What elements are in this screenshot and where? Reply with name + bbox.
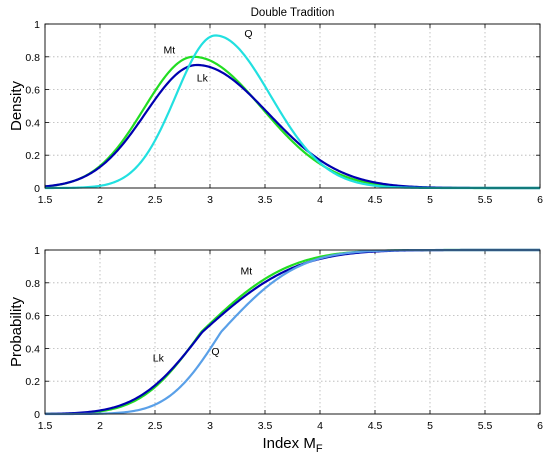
y-tick-label: 0.6 <box>25 311 40 323</box>
y-axis-label: Probability <box>8 296 25 367</box>
x-tick-label: 3.5 <box>258 420 273 432</box>
x-tick-label: 4.5 <box>368 194 383 206</box>
probability-panel: 1.5 2 2.5 3 3.5 4 4.5 5 5.5 6 0 0.2 0.4 0.6 0.8 1 Mt Lk Q P… <box>8 245 543 455</box>
y-tick-label: 0.4 <box>25 343 40 355</box>
x-tick-label: 1.5 <box>38 194 53 206</box>
x-axis-label-subscript: F <box>316 443 323 455</box>
x-tick-label: 6 <box>537 420 543 432</box>
x-tick-label: 2 <box>97 420 103 432</box>
series-line-lk <box>44 248 540 415</box>
series-annotation: Q <box>244 28 252 40</box>
x-tick-label: 4.5 <box>368 420 383 432</box>
series-annotation: Mt <box>163 45 175 57</box>
series-line-mt <box>44 248 540 416</box>
x-tick-label: 5.5 <box>478 420 493 432</box>
x-tick-label: 4 <box>317 420 323 432</box>
plot-frame <box>44 249 541 415</box>
y-tick-label: 0.2 <box>25 150 40 162</box>
y-tick-label: 1 <box>34 245 40 257</box>
series-line-lk <box>44 63 540 190</box>
x-tick-label: 6 <box>537 194 543 206</box>
x-tick-label: 3 <box>207 420 213 432</box>
y-tick-label: 1 <box>34 19 40 31</box>
x-tick-label: 5 <box>427 194 433 206</box>
x-tick-label: 1.5 <box>38 420 53 432</box>
density-panel: 1.5 2 2.5 3 3.5 4 4.5 5 5.5 600.20.40.60.81MtLkQD… <box>8 7 543 206</box>
x-tick-label: 4 <box>317 194 323 206</box>
chart-title: Double Tradition <box>251 7 335 19</box>
x-tick-label: 3.5 <box>258 194 273 206</box>
x-tick-label: 5.5 <box>478 194 493 206</box>
y-tick-label: 0.4 <box>25 117 40 129</box>
series-annotation: Lk <box>153 353 165 365</box>
y-tick-label: 0.8 <box>25 278 40 290</box>
y-tick-label: 0 <box>34 183 40 195</box>
series-annotation: Lk <box>197 72 209 84</box>
y-tick-label: 0.6 <box>25 85 40 97</box>
x-tick-label: 2.5 <box>148 420 163 432</box>
series-line-q <box>45 248 540 416</box>
y-tick-label: 0.2 <box>25 376 40 388</box>
y-axis-label: Density <box>8 80 25 131</box>
x-tick-label: 2 <box>97 194 103 206</box>
y-tick-label: 0 <box>34 409 40 421</box>
series-annotation: Q <box>211 346 219 358</box>
series-annotation: Mt <box>240 266 252 278</box>
y-tick-label: 0.8 <box>25 52 40 64</box>
plot-frame <box>44 23 541 189</box>
x-tick-label: 5 <box>427 420 433 432</box>
x-tick-label: 3 <box>207 194 213 206</box>
x-axis-label: Index MF <box>262 435 322 455</box>
x-tick-label: 2.5 <box>148 194 163 206</box>
series-line-q <box>44 34 540 190</box>
